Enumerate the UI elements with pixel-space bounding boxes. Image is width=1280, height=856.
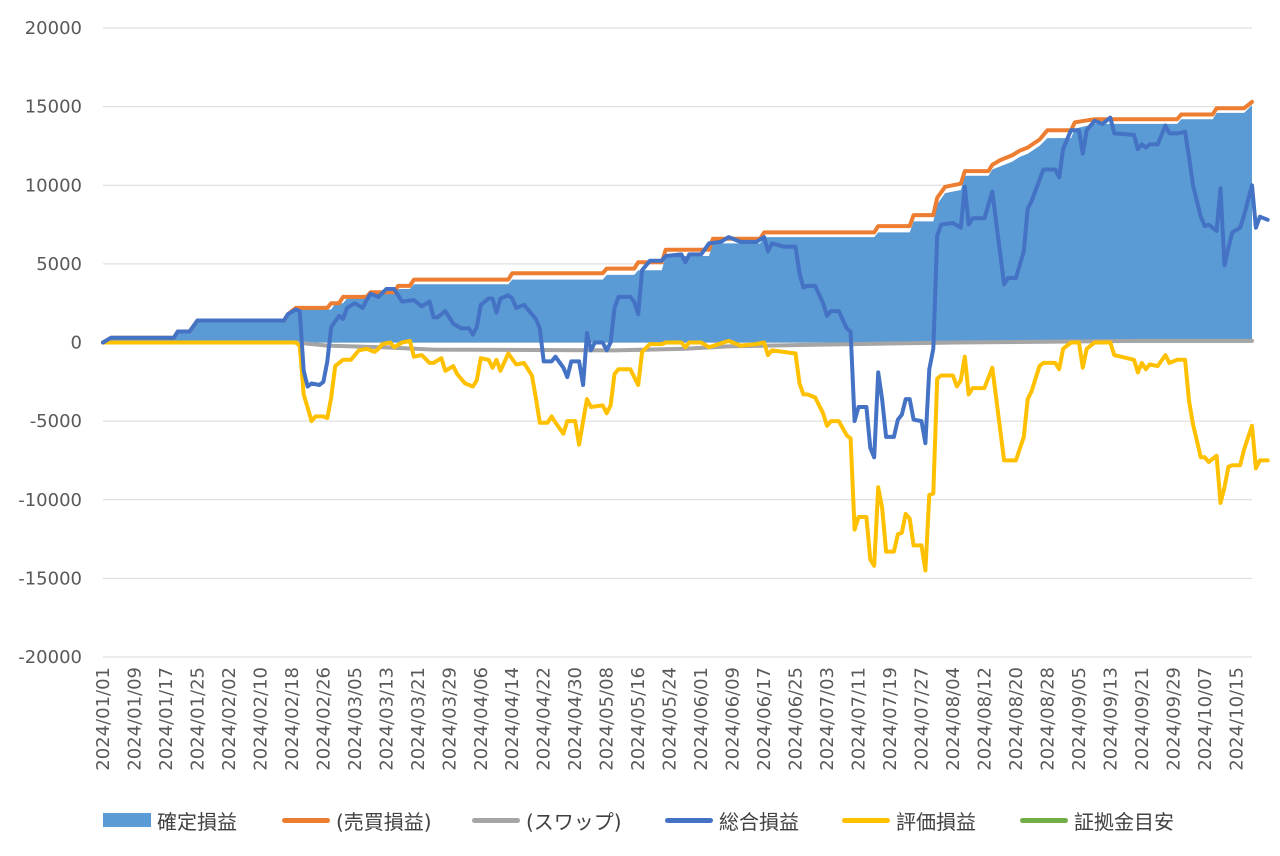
x-tick-label: 2024/02/18: [282, 667, 303, 771]
legend-label-hyouka: 評価損益: [896, 809, 976, 834]
y-tick-label: -15000: [18, 568, 82, 589]
y-tick-label: -10000: [18, 490, 82, 511]
legend-swatch-hyouka: [842, 817, 890, 823]
legend-item-sougou: 総合損益: [665, 800, 799, 840]
x-tick-label: 2024/02/10: [250, 667, 271, 771]
x-tick-label: 2024/04/14: [502, 667, 523, 771]
legend-swatch-baibai: [282, 817, 330, 823]
x-tick-label: 2024/07/11: [849, 667, 870, 771]
x-tick-label: 2024/09/13: [1100, 667, 1121, 771]
x-tick-label: 2024/08/28: [1037, 667, 1058, 771]
legend-swatch-swap: [472, 817, 520, 823]
y-tick-label: 15000: [25, 97, 82, 118]
x-tick-label: 2024/10/07: [1195, 667, 1216, 771]
legend-swatch-kakutei: [103, 813, 151, 827]
x-tick-label: 2024/01/09: [125, 667, 146, 771]
x-tick-label: 2024/08/20: [1006, 667, 1027, 771]
x-tick-label: 2024/03/05: [345, 667, 366, 771]
x-tick-label: 2024/04/30: [565, 667, 586, 771]
x-tick-label: 2024/09/05: [1069, 667, 1090, 771]
legend-swatch-sougou: [665, 817, 713, 823]
x-tick-label: 2024/07/19: [880, 667, 901, 771]
y-tick-label: 10000: [25, 175, 82, 196]
y-axis: 20000 15000 10000 5000 0 -5000 -10000 -15000 -20…: [18, 18, 82, 668]
chart-svg: 20000 15000 10000 5000 0 -5000 -10000 -15000 -20…: [18, 18, 1270, 771]
y-tick-label: -20000: [18, 647, 82, 668]
legend-label-sougou: 総合損益: [719, 809, 799, 834]
x-tick-label: 2024/01/01: [93, 667, 114, 771]
x-tick-label: 2024/05/08: [597, 667, 618, 771]
series-area-0: [103, 105, 1252, 343]
x-tick-label: 2024/02/26: [313, 667, 334, 771]
x-tick-label: 2024/03/21: [408, 667, 429, 771]
x-tick-label: 2024/08/12: [974, 667, 995, 771]
x-tick-label: 2024/06/01: [691, 667, 712, 771]
x-tick-label: 2024/04/06: [471, 667, 492, 771]
legend-label-shokokin: 証拠金目安: [1074, 809, 1174, 834]
x-tick-label: 2024/10/15: [1226, 667, 1247, 771]
x-tick-label: 2024/08/04: [943, 667, 964, 771]
legend-item-baibai: (売買損益): [282, 800, 432, 840]
legend-label-swap: (スワップ): [526, 809, 622, 834]
x-tick-label: 2024/05/16: [628, 667, 649, 771]
x-tick-label: 2024/07/27: [912, 667, 933, 771]
legend-item-swap: (スワップ): [472, 800, 622, 840]
series-line-3: [101, 115, 1270, 460]
y-tick-label: 20000: [25, 18, 82, 39]
x-axis: 2024/01/01 2024/01/09 2024/01/17 2024/01/25…: [93, 667, 1247, 771]
x-tick-label: 2024/06/17: [754, 667, 775, 771]
x-tick-label: 2024/01/25: [187, 667, 208, 771]
legend-swatch-shokokin: [1020, 817, 1068, 823]
x-tick-label: 2024/02/02: [219, 667, 240, 771]
x-tick-label: 2024/04/22: [534, 667, 555, 771]
y-tick-label: -5000: [30, 411, 82, 432]
x-tick-label: 2024/07/03: [817, 667, 838, 771]
y-tick-label: 5000: [36, 254, 82, 275]
x-tick-label: 2024/05/24: [660, 667, 681, 771]
y-tick-label: 0: [71, 333, 82, 354]
x-tick-label: 2024/01/17: [156, 667, 177, 771]
series-line-4: [101, 338, 1270, 573]
legend-item-shokokin: 証拠金目安: [1020, 800, 1174, 840]
x-tick-label: 2024/03/29: [439, 667, 460, 771]
series-line-1: [101, 99, 1254, 345]
plot-area: [101, 99, 1270, 573]
legend: 確定損益 (売買損益) (スワップ) 総合損益 評価損益 証拠金目安: [0, 800, 1280, 840]
x-tick-label: 2024/06/09: [723, 667, 744, 771]
legend-item-hyouka: 評価損益: [842, 800, 976, 840]
x-tick-label: 2024/09/21: [1132, 667, 1153, 771]
legend-label-kakutei: 確定損益: [157, 809, 237, 834]
legend-label-baibai: (売買損益): [336, 809, 432, 834]
x-tick-label: 2024/09/29: [1163, 667, 1184, 771]
x-tick-label: 2024/06/25: [786, 667, 807, 771]
legend-item-kakutei: 確定損益: [103, 800, 237, 840]
x-tick-label: 2024/03/13: [376, 667, 397, 771]
